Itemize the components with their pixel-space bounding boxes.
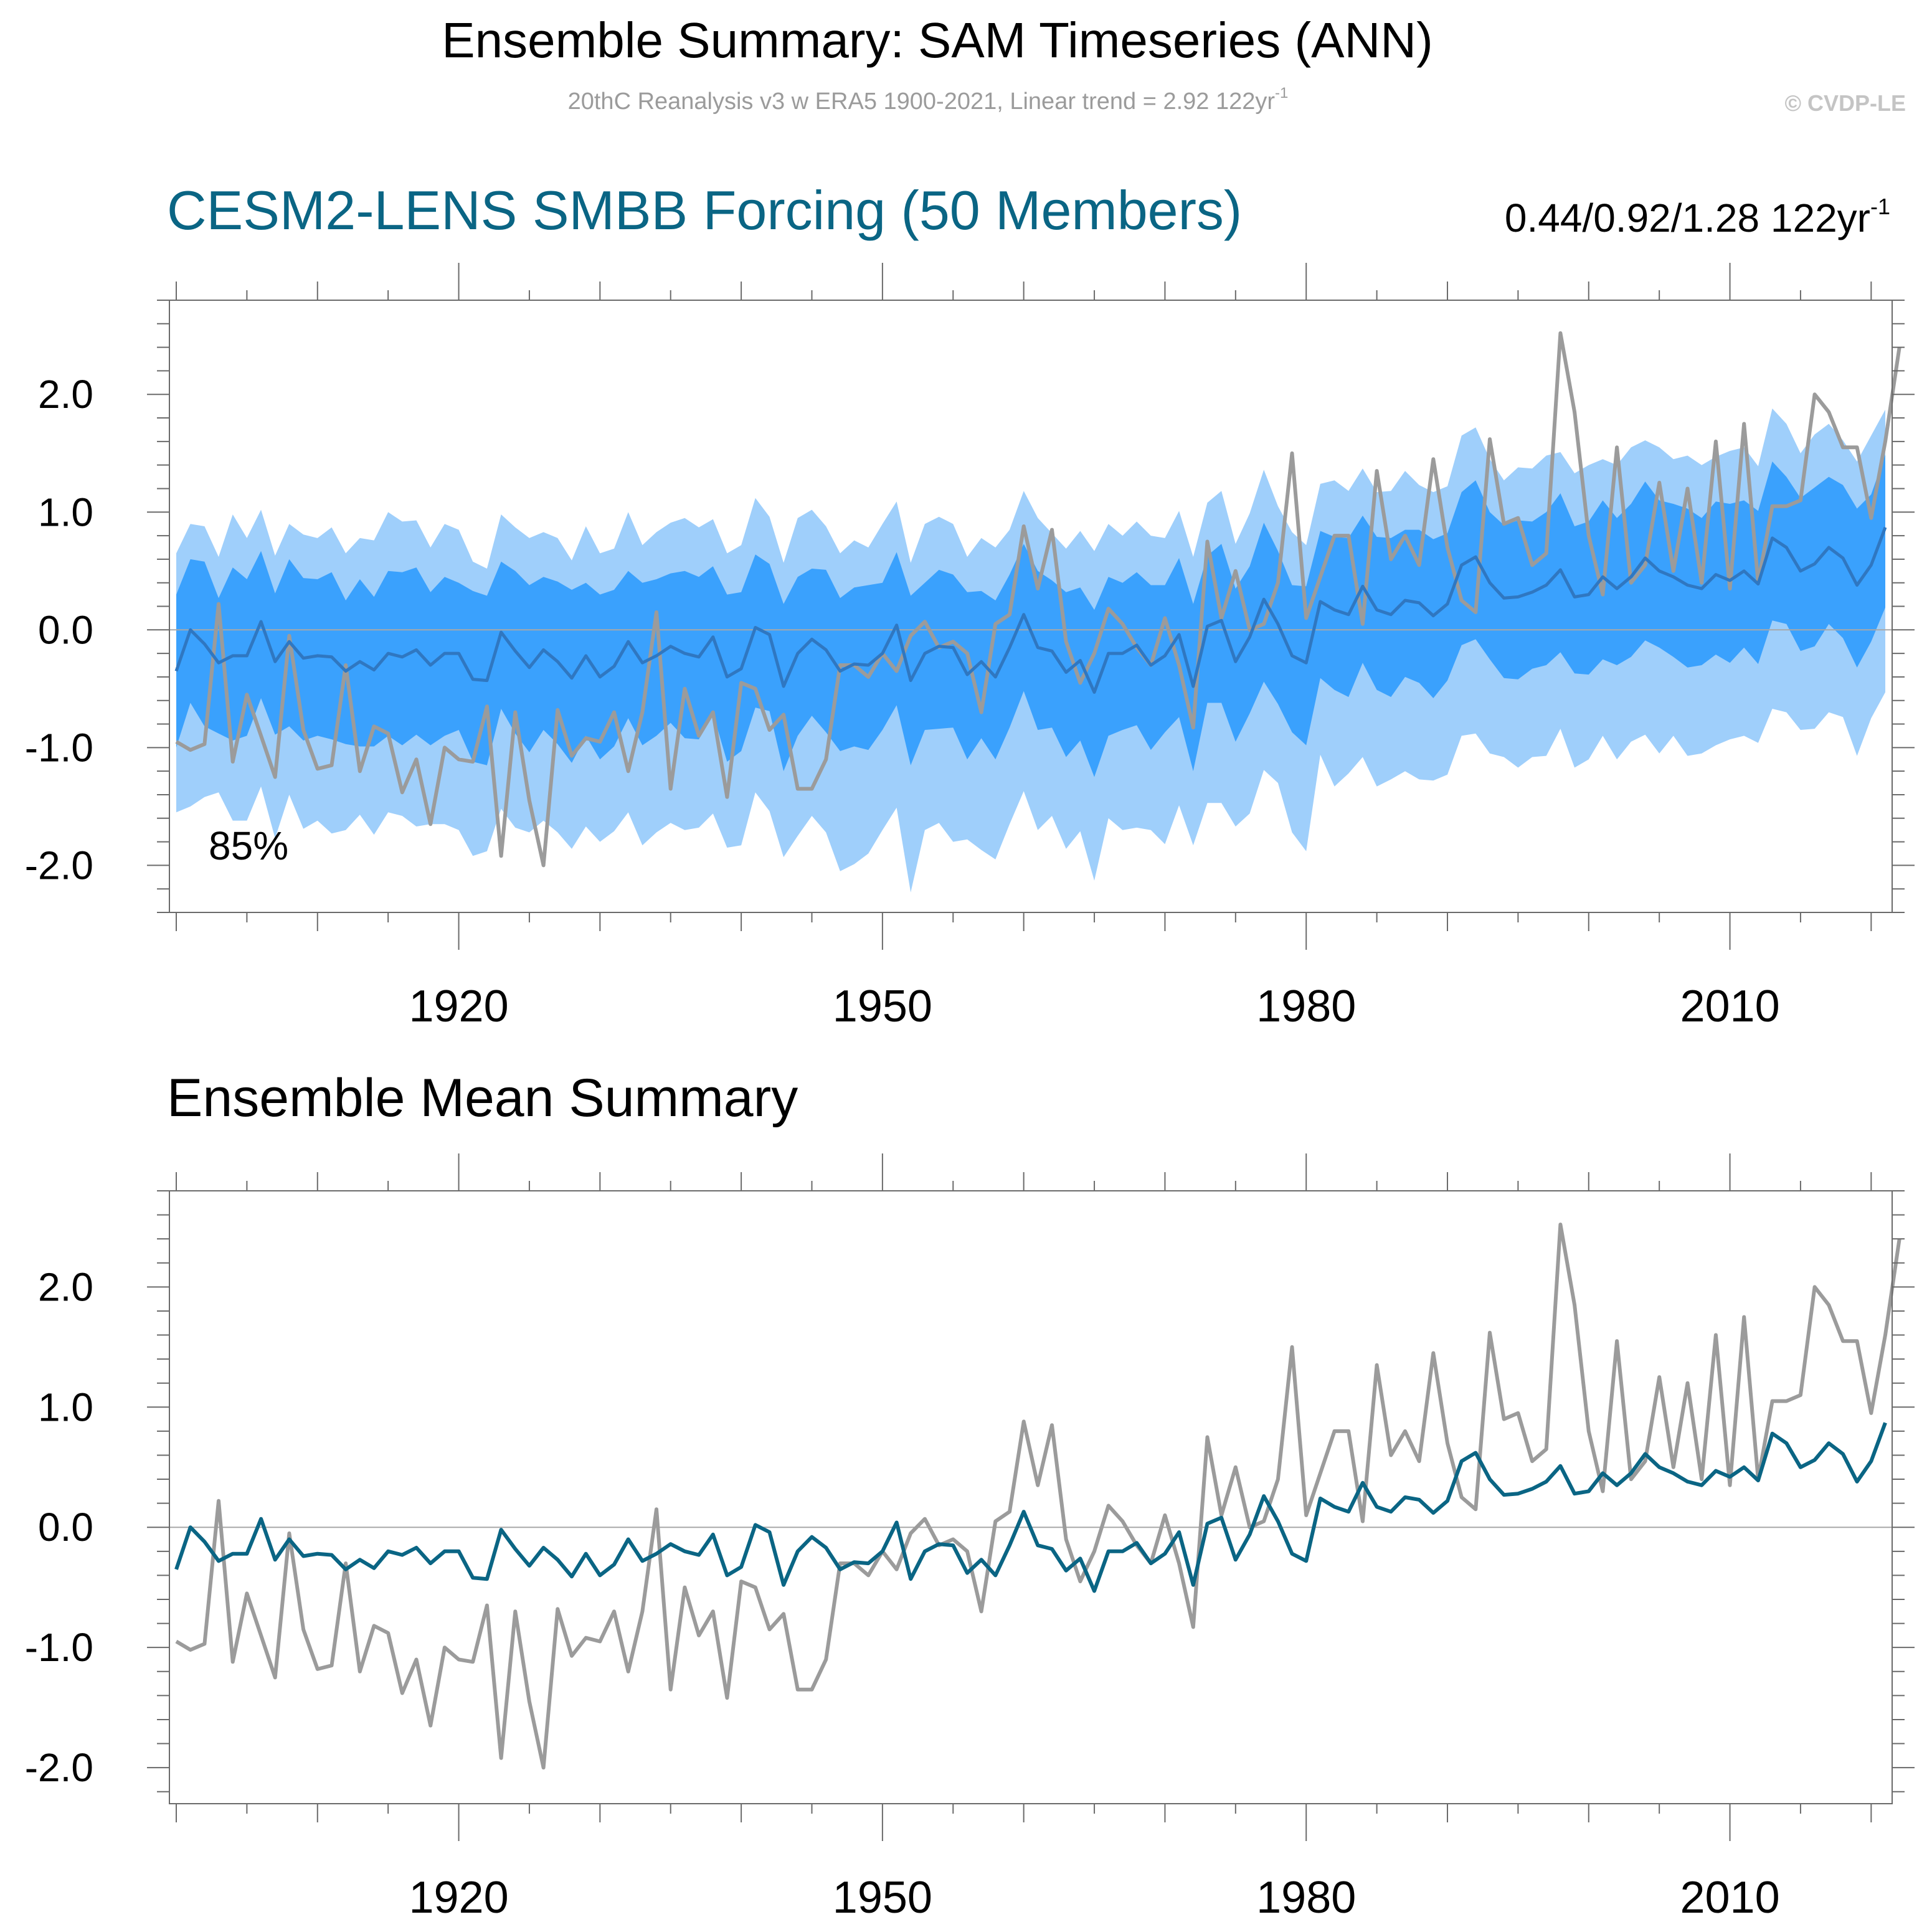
axis-ticks bbox=[147, 1153, 1915, 1841]
figure-subtitle-text: 20thC Reanalysis v3 w ERA5 1900-2021, Li… bbox=[568, 88, 1276, 115]
ensemble-mean-line bbox=[174, 1422, 1887, 1593]
figure-subtitle: 20thC Reanalysis v3 w ERA5 1900-2021, Li… bbox=[568, 85, 1289, 115]
obs-line bbox=[175, 331, 1901, 868]
inner-percentile-band bbox=[176, 454, 1885, 777]
y-tick-label: 2.0 bbox=[38, 372, 93, 417]
y-tick-label: 0.0 bbox=[38, 607, 93, 652]
y-axis-labels: 2.0 1.0 0.0 -1.0 -2.0 bbox=[25, 372, 93, 888]
x-tick-label: 1950 bbox=[833, 982, 932, 1031]
x-axis-labels: 1920 1950 1980 2010 bbox=[409, 1873, 1779, 1923]
y-tick-label: 0.0 bbox=[38, 1505, 93, 1550]
plot-frame bbox=[169, 1190, 1893, 1804]
y-tick-label: -2.0 bbox=[25, 843, 93, 888]
panel1-trend-sup: -1 bbox=[1870, 194, 1890, 219]
figure-subtitle-sup: -1 bbox=[1275, 85, 1288, 102]
axis-ticks bbox=[147, 263, 1915, 950]
x-tick-label: 2010 bbox=[1680, 982, 1779, 1031]
figure-title: Ensemble Summary: SAM Timeseries (ANN) bbox=[442, 12, 1432, 68]
x-tick-label: 1980 bbox=[1256, 982, 1356, 1031]
panel1-trend-label: 0.44/0.92/1.28 122yr-1 bbox=[1505, 194, 1890, 240]
x-tick-label: 1920 bbox=[409, 1873, 508, 1923]
copyright-label: © CVDP-LE bbox=[1784, 90, 1906, 116]
obs-line bbox=[175, 1223, 1901, 1770]
y-tick-label: -2.0 bbox=[25, 1745, 93, 1790]
x-axis-labels: 1920 1950 1980 2010 bbox=[409, 982, 1779, 1031]
y-tick-label: -1.0 bbox=[25, 725, 93, 770]
percentile-annotation: 85% bbox=[209, 823, 288, 868]
x-tick-label: 1950 bbox=[833, 1873, 932, 1923]
panel2-title: Ensemble Mean Summary bbox=[167, 1068, 798, 1128]
y-axis-labels: 2.0 1.0 0.0 -1.0 -2.0 bbox=[25, 1264, 93, 1790]
spread-panel: 2.0 1.0 0.0 -1.0 -2.0 1920 1950 1980 2010 85% bbox=[25, 263, 1915, 1031]
ensemble-mean-line bbox=[174, 526, 1887, 694]
x-tick-label: 1920 bbox=[409, 982, 508, 1031]
y-tick-label: 1.0 bbox=[38, 1385, 93, 1429]
x-tick-label: 1980 bbox=[1256, 1873, 1356, 1923]
mean-panel: 2.0 1.0 0.0 -1.0 -2.0 1920 1950 1980 2010 bbox=[25, 1153, 1915, 1923]
panel1-title: CESM2-LENS SMBB Forcing (50 Members) bbox=[167, 179, 1242, 241]
y-tick-label: 1.0 bbox=[38, 490, 93, 534]
y-tick-label: 2.0 bbox=[38, 1264, 93, 1309]
panel1-trend-text: 0.44/0.92/1.28 122yr bbox=[1505, 196, 1870, 240]
y-tick-label: -1.0 bbox=[25, 1625, 93, 1670]
x-tick-label: 2010 bbox=[1680, 1873, 1779, 1923]
